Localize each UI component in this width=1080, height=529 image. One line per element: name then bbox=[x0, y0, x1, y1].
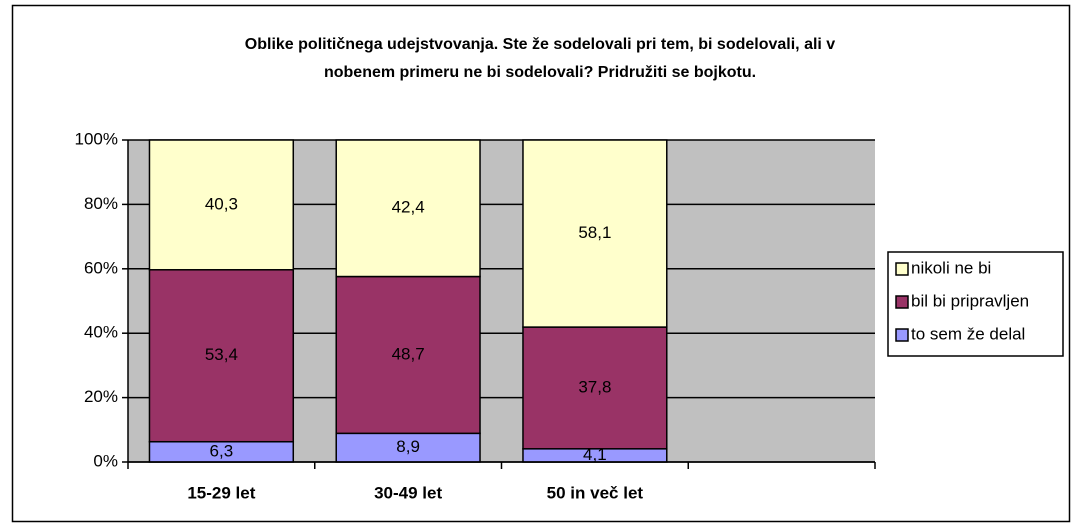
y-tick-label: 20% bbox=[84, 387, 118, 406]
legend-swatch bbox=[895, 295, 909, 309]
legend-swatch bbox=[895, 328, 909, 342]
legend-frame bbox=[887, 251, 1064, 357]
bar-segment bbox=[522, 139, 668, 328]
y-tick-label: 80% bbox=[84, 194, 118, 213]
legend-label: to sem že delal bbox=[911, 324, 1025, 343]
data-label: 40,3 bbox=[205, 194, 238, 213]
chart-title: nobenem primeru ne bi sodelovali? Pridru… bbox=[324, 64, 756, 81]
bar-segment bbox=[148, 139, 295, 271]
y-tick-label: 100% bbox=[75, 129, 118, 148]
legend-label: nikoli ne bi bbox=[911, 258, 991, 277]
x-tick-label: 30-49 let bbox=[374, 483, 442, 502]
data-label: 53,4 bbox=[205, 345, 238, 364]
bar-segment bbox=[335, 275, 481, 435]
y-tick-label: 0% bbox=[93, 451, 118, 470]
x-tick-label: 15-29 let bbox=[187, 483, 255, 502]
data-label: 8,9 bbox=[396, 437, 420, 456]
data-label: 6,3 bbox=[210, 441, 234, 460]
bar-segment bbox=[335, 139, 481, 278]
legend-label: bil bi pripravljen bbox=[911, 291, 1029, 310]
data-label: 42,4 bbox=[392, 198, 425, 217]
y-tick-label: 40% bbox=[84, 323, 118, 342]
chart-title: Oblike političnega udejstvovanja. Ste že… bbox=[245, 36, 836, 53]
legend-swatch bbox=[895, 262, 909, 276]
data-label: 48,7 bbox=[392, 344, 425, 363]
y-tick-label: 60% bbox=[84, 258, 118, 277]
x-tick-label: 50 in več let bbox=[547, 483, 644, 502]
data-label: 58,1 bbox=[578, 223, 611, 242]
bar-segment bbox=[522, 326, 668, 450]
data-label: 4,1 bbox=[583, 445, 607, 464]
data-label: 37,8 bbox=[578, 377, 611, 396]
